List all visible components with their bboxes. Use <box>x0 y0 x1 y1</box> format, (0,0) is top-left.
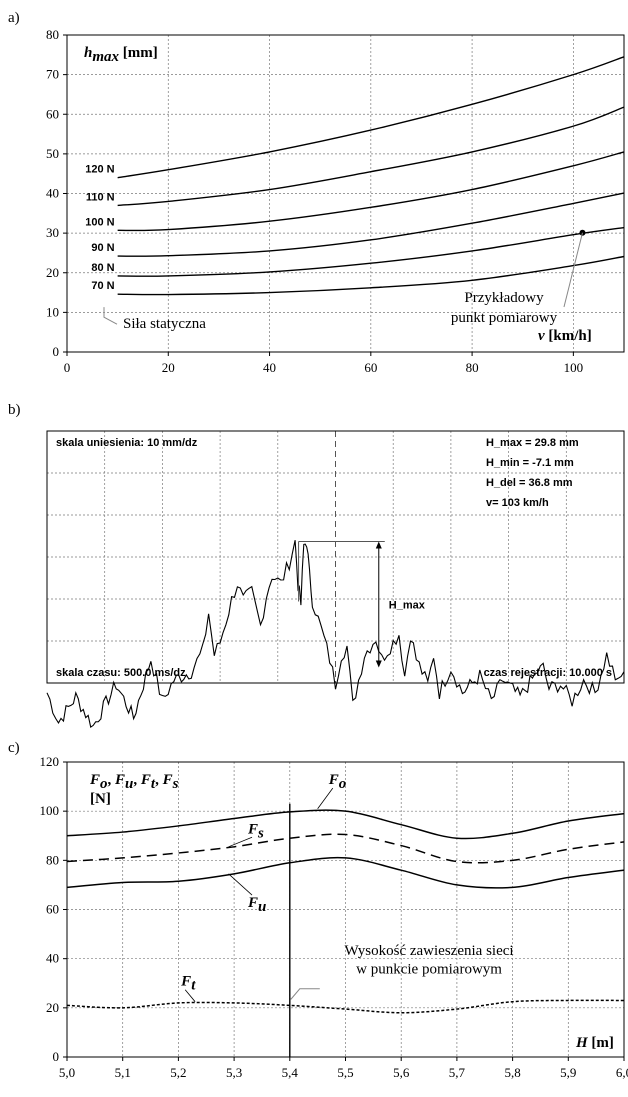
series-line-100-N <box>117 151 625 232</box>
x-tick-label: 5,7 <box>449 1065 466 1080</box>
speed-value: v= 103 km/h <box>486 497 549 509</box>
x-tick-label: 5,6 <box>393 1065 410 1080</box>
plot-area-b <box>46 430 625 684</box>
series-line-70-N <box>117 255 625 296</box>
series-label: 120 N <box>85 164 114 176</box>
series-line-120-N <box>117 56 625 179</box>
hmax-arrow-head-down <box>375 660 382 668</box>
x-tick-label: 5,4 <box>282 1065 299 1080</box>
y-axis-label: Fo, Fu, Ft, Fs <box>89 772 179 792</box>
series-line-110-N <box>117 106 625 207</box>
x-tick-label: 5,5 <box>337 1065 353 1080</box>
hmax-arrow-head-up <box>375 541 382 549</box>
y-tick-label: 30 <box>46 225 59 240</box>
series-label: 100 N <box>85 216 114 228</box>
series-label-leader <box>228 836 253 848</box>
series-line-F-s <box>66 833 625 864</box>
y-tick-label: 20 <box>46 265 59 280</box>
series-label: 110 N <box>86 191 115 203</box>
x-tick-label: 40 <box>263 360 276 375</box>
y-tick-label: 50 <box>46 146 59 161</box>
hmax-value: H_max = 29.8 mm <box>486 437 579 449</box>
y-tick-label: 100 <box>40 803 60 818</box>
series-line-F-u <box>66 856 625 889</box>
y-axis-unit: [N] <box>90 791 111 807</box>
series-label-F-s: Fs <box>247 821 264 841</box>
point-leader-line <box>563 232 583 308</box>
series-line-80-N <box>117 226 625 277</box>
series-label: 70 N <box>91 280 114 292</box>
y-tick-label: 0 <box>53 344 60 359</box>
x-tick-label: 5,0 <box>59 1065 75 1080</box>
x-tick-label: 100 <box>564 360 584 375</box>
x-tick-label: 5,1 <box>115 1065 131 1080</box>
x-tick-label: 20 <box>162 360 175 375</box>
height-scale-text: skala uniesienia: 10 mm/dz <box>56 437 198 449</box>
series-label: 80 N <box>91 262 114 274</box>
y-tick-label: 80 <box>46 852 59 867</box>
elevation-trace <box>46 540 625 729</box>
point-label-1: Przykładowy <box>464 290 544 306</box>
panel-label-a: a) <box>8 10 20 26</box>
series-line-90-N <box>117 192 625 257</box>
x-axis-label: v [km/h] <box>538 328 592 344</box>
series-line-F-t <box>66 999 625 1014</box>
y-tick-label: 60 <box>46 106 59 121</box>
static-force-label: Siła statyczna <box>123 316 206 332</box>
series-label-F-t: Ft <box>180 974 196 994</box>
y-tick-label: 40 <box>46 951 59 966</box>
x-tick-label: 5,8 <box>504 1065 520 1080</box>
series-line-F-o <box>66 809 625 840</box>
x-tick-label: 5,9 <box>560 1065 576 1080</box>
static-force-leader <box>103 307 118 325</box>
panel-label-b: b) <box>8 402 21 418</box>
series-label-F-o: Fo <box>328 772 347 792</box>
series-label: 90 N <box>91 242 114 254</box>
series-label-leader <box>228 873 253 896</box>
y-tick-label: 60 <box>46 902 59 917</box>
suspension-leader <box>290 988 320 1000</box>
y-tick-label: 10 <box>46 304 59 319</box>
y-tick-label: 80 <box>46 27 59 42</box>
y-tick-label: 40 <box>46 186 59 201</box>
series-label-leader <box>184 989 196 1002</box>
x-tick-label: 5,3 <box>226 1065 242 1080</box>
panel-label-c: c) <box>8 740 20 756</box>
x-tick-label: 6,0 <box>616 1065 628 1080</box>
hmax-marker-label: H_max <box>389 600 426 612</box>
suspension-label-1: Wysokość zawieszenia sieci <box>345 943 514 959</box>
recording-time-text: czas rejestracji: 10.000 s <box>484 667 612 679</box>
y-tick-label: 120 <box>40 754 60 769</box>
x-tick-label: 5,2 <box>170 1065 186 1080</box>
series-label-leader <box>317 787 334 809</box>
y-tick-label: 0 <box>53 1049 60 1064</box>
time-scale-text: skala czasu: 500.0 ms/dz <box>56 667 186 679</box>
y-axis-label: hmax [mm] <box>84 45 158 65</box>
y-tick-label: 20 <box>46 1000 59 1015</box>
y-tick-label: 70 <box>46 67 59 82</box>
hdel-value: H_del = 36.8 mm <box>486 477 573 489</box>
x-axis-label: H [m] <box>575 1035 614 1051</box>
hmin-value: H_min = -7.1 mm <box>486 457 574 469</box>
series-label-F-u: Fu <box>247 895 266 915</box>
x-tick-label: 0 <box>64 360 71 375</box>
point-label-2: punkt pomiarowy <box>451 310 558 326</box>
x-tick-label: 60 <box>364 360 377 375</box>
suspension-label-2: w punkcie pomiarowym <box>356 961 502 977</box>
x-tick-label: 80 <box>466 360 479 375</box>
